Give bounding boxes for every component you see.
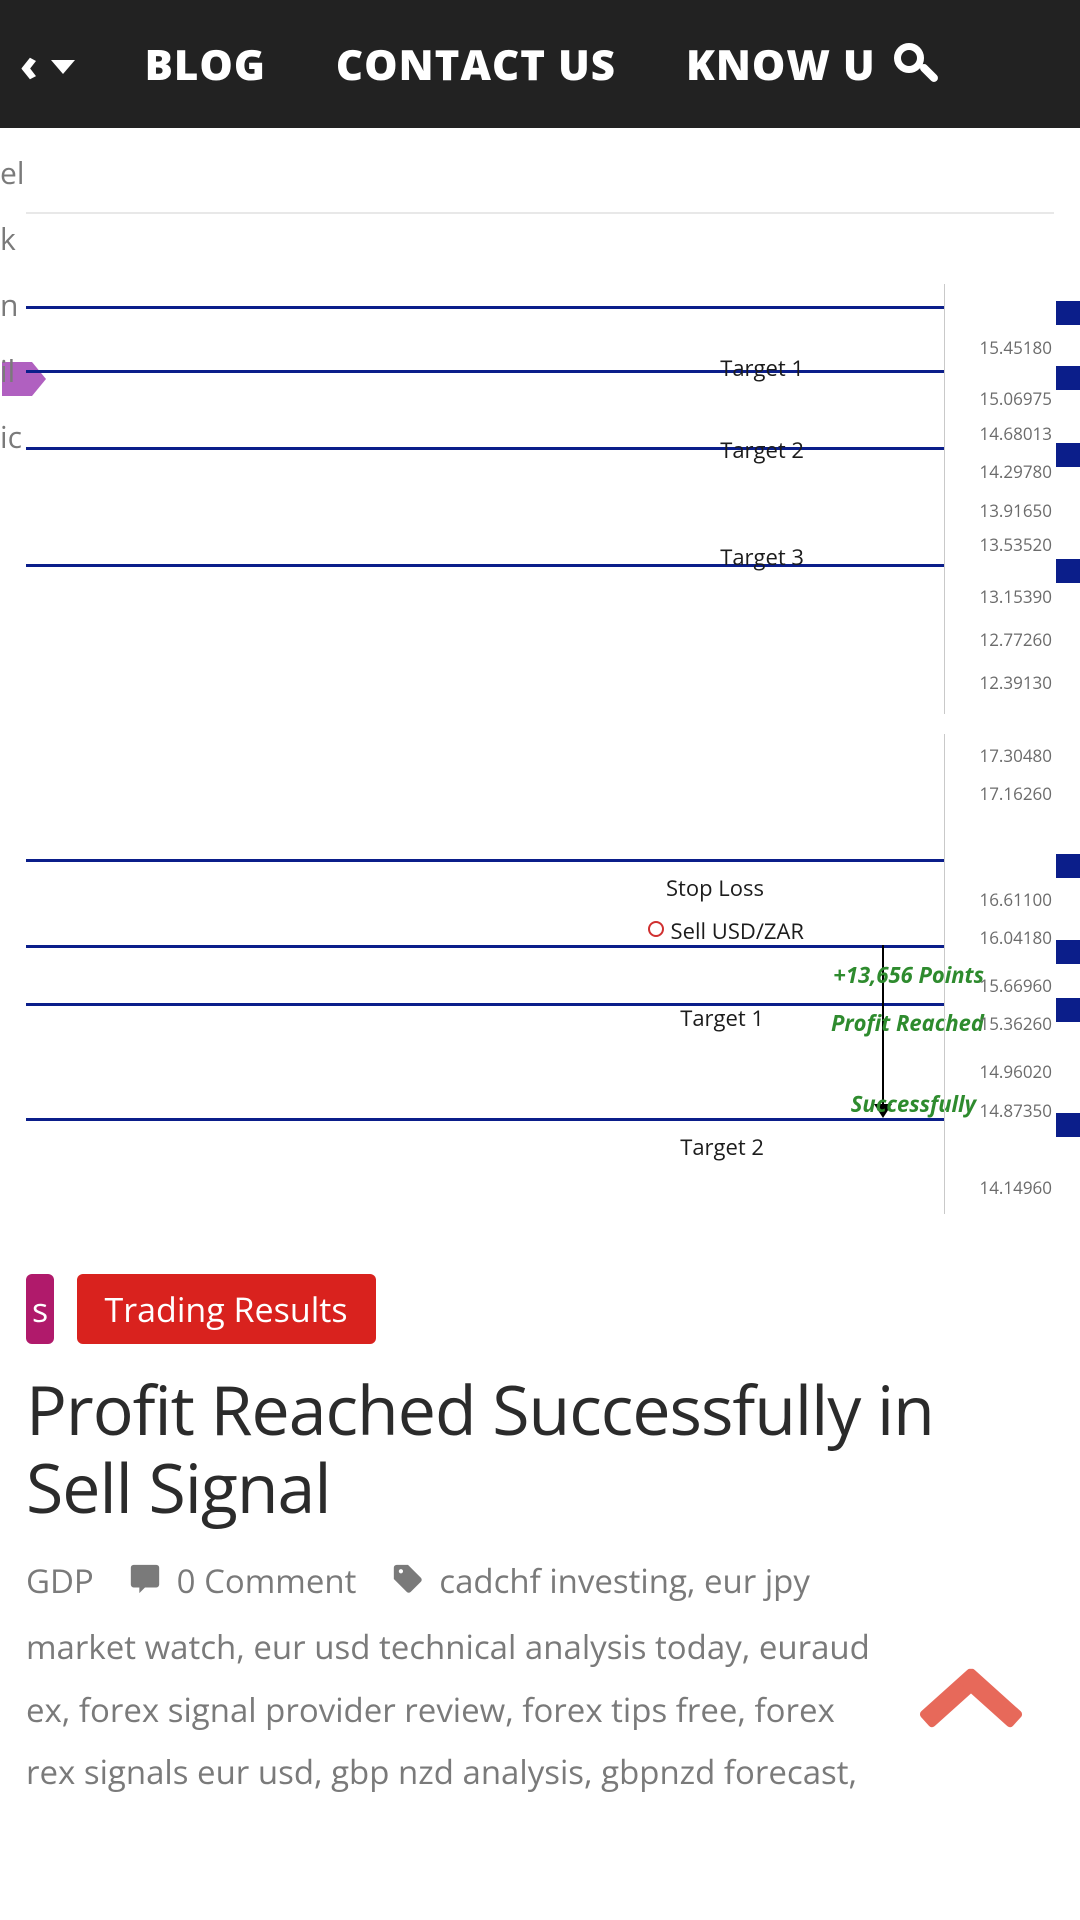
top-nav: ‹ BLOG CONTACT US KNOW U xyxy=(0,0,1080,128)
tags-4[interactable]: rex signals eur usd, gbp nzd analysis, g… xyxy=(26,1749,857,1794)
nav-blog[interactable]: BLOG xyxy=(145,36,266,93)
tag-icon xyxy=(391,1553,425,1616)
category-badge[interactable]: Trading Results xyxy=(77,1274,376,1344)
comment-count[interactable]: 0 Comment xyxy=(177,1558,357,1603)
chevron-down-icon xyxy=(51,60,75,74)
tags-2[interactable]: market watch, eur usd technical analysis… xyxy=(26,1624,870,1669)
author-suffix[interactable]: GDP xyxy=(26,1558,94,1603)
tags-3[interactable]: ex, forex signal provider review, forex … xyxy=(26,1687,835,1732)
chart-bottom: Stop LossSell USD/ZARTarget 1Target 2+13… xyxy=(26,734,1054,1214)
article-meta: GDP 0 Comment cadchf investing, eur jpy … xyxy=(26,1550,1054,1804)
article-title: Profit Reached Successfully in Sell Sign… xyxy=(26,1370,1054,1526)
left-crop-sliver: elknilic xyxy=(0,140,22,1920)
chart-image: Target 1Target 2Target 3 15.4518015.0697… xyxy=(26,284,1054,1214)
nav-contact-us[interactable]: CONTACT US xyxy=(336,36,616,93)
search-icon[interactable] xyxy=(888,37,942,91)
nav-know-us[interactable]: KNOW U xyxy=(686,36,942,93)
divider xyxy=(26,212,1054,214)
category-badge-left[interactable]: s xyxy=(26,1274,54,1344)
article: s Trading Results Profit Reached Success… xyxy=(26,1274,1054,1804)
chart-top: Target 1Target 2Target 3 15.4518015.0697… xyxy=(26,284,1054,714)
nav-know-label: KNOW U xyxy=(686,36,876,93)
tags-1[interactable]: cadchf investing, eur jpy xyxy=(439,1558,810,1603)
comment-icon xyxy=(128,1553,162,1616)
nav-dropdown[interactable]: ‹ xyxy=(20,34,75,94)
back-to-top-button[interactable] xyxy=(916,1660,1026,1730)
